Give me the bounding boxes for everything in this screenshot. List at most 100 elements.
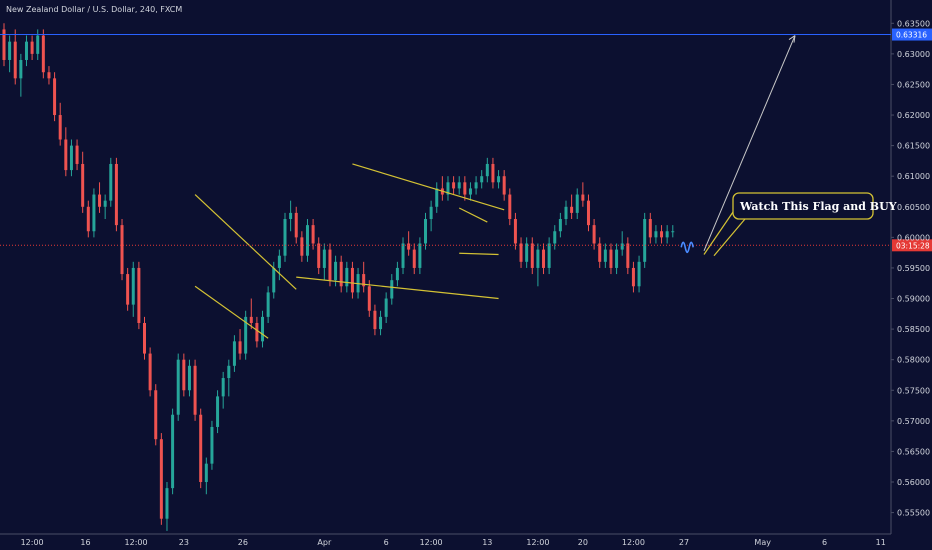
candle-body [289, 212, 293, 220]
candle [581, 182, 585, 207]
candle [485, 157, 489, 183]
candle-body [418, 243, 422, 268]
annotation-box[interactable]: Watch This Flag and BUY [732, 192, 897, 220]
time-tick-label: 23 [179, 538, 189, 547]
annotation-pointer-1 [703, 211, 734, 255]
candle [350, 261, 354, 299]
candle-body [586, 200, 590, 226]
candle [8, 35, 12, 73]
candle-body [485, 163, 489, 177]
candle [345, 261, 349, 293]
candle [643, 212, 647, 268]
candle [148, 347, 152, 397]
trendline-flag-2-top[interactable] [352, 163, 505, 211]
candle [114, 157, 118, 232]
candle [171, 408, 175, 495]
candle [367, 280, 371, 317]
candle [154, 384, 158, 446]
target-arrowhead [788, 35, 796, 43]
candle-body [390, 280, 394, 299]
candle-body [407, 243, 411, 250]
candle-body [75, 145, 79, 164]
candle [311, 219, 315, 250]
candle-body [620, 243, 624, 250]
candle-body [36, 35, 40, 54]
candle-body [143, 322, 146, 354]
candle-body [345, 267, 349, 287]
candle-body [64, 139, 68, 171]
trendline-flag-2-bottom[interactable] [296, 276, 499, 300]
candle-body [609, 249, 613, 268]
trendline-flag-3-top[interactable] [458, 207, 488, 223]
time-tick-label: 6 [384, 538, 389, 547]
candle [81, 151, 85, 213]
time-tick-label: 16 [80, 538, 90, 547]
candle-body [547, 243, 551, 268]
candle [69, 139, 73, 177]
blue-price-tag-label: 0.63316 [896, 31, 927, 40]
candle [452, 176, 456, 195]
candle [328, 243, 332, 287]
candle [373, 304, 377, 336]
candle-body [300, 237, 304, 256]
candle [103, 194, 107, 220]
candle [407, 231, 411, 256]
candle-body [249, 316, 253, 323]
candle [98, 182, 102, 213]
price-tick-label: 0.57500 [897, 386, 930, 395]
candle [300, 231, 304, 262]
candle-body [137, 267, 141, 323]
trendline-flag-1-bottom[interactable] [194, 285, 269, 339]
candle-body [272, 267, 276, 293]
candle [317, 237, 321, 275]
candle [210, 420, 214, 470]
candle-body [592, 225, 596, 244]
candle-body [216, 396, 220, 427]
candle-body [148, 353, 152, 391]
candle [176, 353, 180, 421]
candle [671, 225, 675, 238]
price-tick-label: 0.60000 [897, 233, 930, 242]
trendline-flag-1-top[interactable] [194, 194, 297, 290]
candle-body [474, 182, 478, 189]
candle [13, 29, 17, 85]
candle-body [2, 29, 6, 60]
price-tick-label: 0.61500 [897, 142, 930, 151]
candle [322, 243, 326, 281]
candle [660, 225, 664, 244]
candle [480, 170, 484, 189]
candle [131, 261, 135, 317]
trendline-flag-3-bottom[interactable] [459, 252, 499, 256]
candle [244, 310, 248, 360]
candle [609, 243, 613, 275]
candle [126, 267, 130, 311]
time-tick-label: May [754, 538, 771, 547]
candle-body [553, 231, 557, 244]
price-tick-label: 0.59500 [897, 264, 930, 273]
candle-body [131, 267, 135, 305]
candle [497, 170, 501, 189]
candle-body [204, 463, 208, 483]
candle [615, 243, 619, 275]
candle [592, 219, 596, 250]
candle-body [525, 243, 529, 262]
candle [261, 310, 265, 348]
candle-body [435, 188, 439, 207]
price-axis-background [891, 0, 932, 550]
target-arrow-line[interactable] [703, 35, 796, 252]
price-tick-label: 0.58000 [897, 356, 930, 365]
candle-body [530, 243, 534, 268]
candle-body [564, 206, 568, 220]
candle [75, 139, 79, 171]
time-tick-label: 12:00 [21, 538, 44, 547]
current-price-tag-label: 03:15:28 [896, 241, 930, 250]
candle [424, 212, 427, 250]
candle-body [429, 206, 433, 220]
candle [238, 329, 242, 360]
candle-body [367, 286, 371, 311]
candle-body [69, 145, 73, 171]
candle-body [159, 439, 163, 519]
candle-body [210, 426, 214, 464]
